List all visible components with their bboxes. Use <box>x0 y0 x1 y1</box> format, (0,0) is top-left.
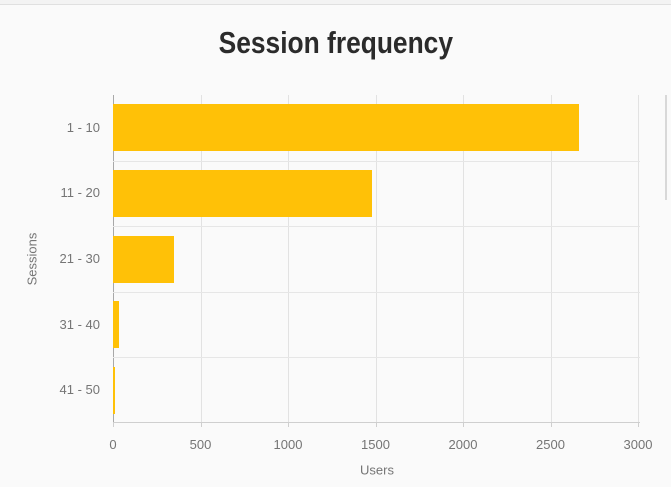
y-tick-label: 41 - 50 <box>59 382 100 398</box>
x-axis-title: Users <box>360 462 394 478</box>
row-separator-gridline <box>113 160 640 162</box>
y-tick-label: 11 - 20 <box>60 185 100 201</box>
plot-area <box>113 95 640 427</box>
x-tick-label: 500 <box>189 437 212 452</box>
x-tick-label: 2500 <box>536 437 565 452</box>
x-axis-tick <box>113 423 114 427</box>
x-tick-label: 2000 <box>448 437 478 452</box>
x-tick-label: 1500 <box>361 437 390 452</box>
x-axis-tick <box>638 423 639 427</box>
bar[interactable] <box>113 366 115 414</box>
x-gridline <box>463 95 464 423</box>
y-tick-label: 1 - 10 <box>66 119 100 135</box>
row-separator-gridline <box>113 291 640 293</box>
x-axis-tick <box>375 423 377 427</box>
bar[interactable] <box>113 301 120 349</box>
row-separator-gridline <box>113 357 640 359</box>
x-axis-tick <box>200 423 202 427</box>
bar[interactable] <box>113 235 175 283</box>
x-axis-line <box>113 422 640 423</box>
bar[interactable] <box>113 169 372 217</box>
chart-title-wrap: Session frequency <box>0 26 671 60</box>
x-axis-tick <box>288 423 289 427</box>
x-axis-tick <box>550 423 552 427</box>
x-axis-tick <box>463 423 464 427</box>
chart-title: Session frequency <box>218 25 453 60</box>
bar[interactable] <box>113 104 579 152</box>
x-gridline <box>638 95 639 423</box>
x-tick-label: 1000 <box>273 437 303 452</box>
y-tick-label: 31 - 40 <box>59 316 100 332</box>
x-tick-label: 0 <box>109 437 117 452</box>
x-gridline <box>288 95 289 423</box>
y-tick-label: 21 - 30 <box>59 251 100 266</box>
scrollbar-thumb[interactable] <box>665 95 667 200</box>
x-tick-label: 3000 <box>623 437 653 452</box>
x-gridline <box>375 95 377 423</box>
x-gridline <box>550 95 552 423</box>
row-separator-gridline <box>113 226 640 228</box>
x-gridline <box>200 95 202 423</box>
card-top-border <box>0 0 671 5</box>
